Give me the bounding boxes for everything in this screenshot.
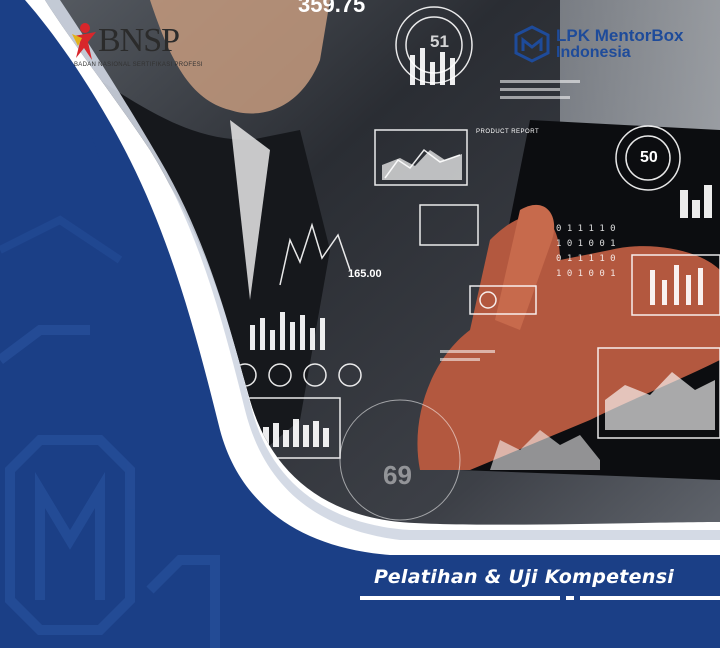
mentorbox-cube-icon xyxy=(514,25,550,63)
bnsp-name: BNSP xyxy=(98,22,180,59)
binary-row: 0 1 1 1 1 0 xyxy=(556,254,616,264)
bnsp-logo: BNSP BADAN NASIONAL SERTIFIKASI PROFESI xyxy=(70,18,220,78)
hud-chart-value: 165.00 xyxy=(348,268,382,280)
hud-report-label: PRODUCT REPORT xyxy=(476,129,540,135)
tagline: Pelatihan & Uji Kompetensi xyxy=(374,566,675,588)
lpk-name-line2: Indonesia xyxy=(556,44,631,61)
watermark-m xyxy=(0,325,220,648)
hud-binary: 0 1 1 1 1 0 1 0 1 0 0 1 0 1 1 1 1 0 1 0 … xyxy=(556,222,616,282)
lpk-logo: LPK MentorBox Indonesia xyxy=(512,20,712,68)
bnsp-subtitle: BADAN NASIONAL SERTIFIKASI PROFESI xyxy=(74,62,203,68)
binary-row: 0 1 1 1 1 0 xyxy=(556,224,616,234)
binary-row: 1 0 1 0 0 1 xyxy=(556,269,616,279)
hud-gauge-69: 69 xyxy=(383,460,412,490)
hud-top-value: 359.75 xyxy=(298,0,366,17)
lpk-name-line1: LPK MentorBox xyxy=(556,26,684,45)
hud-gauge-51: 51 xyxy=(430,32,449,51)
hud-gauge-50: 50 xyxy=(640,149,658,166)
binary-row: 1 0 1 0 0 1 xyxy=(556,239,616,249)
bnsp-figure-icon xyxy=(72,23,96,60)
